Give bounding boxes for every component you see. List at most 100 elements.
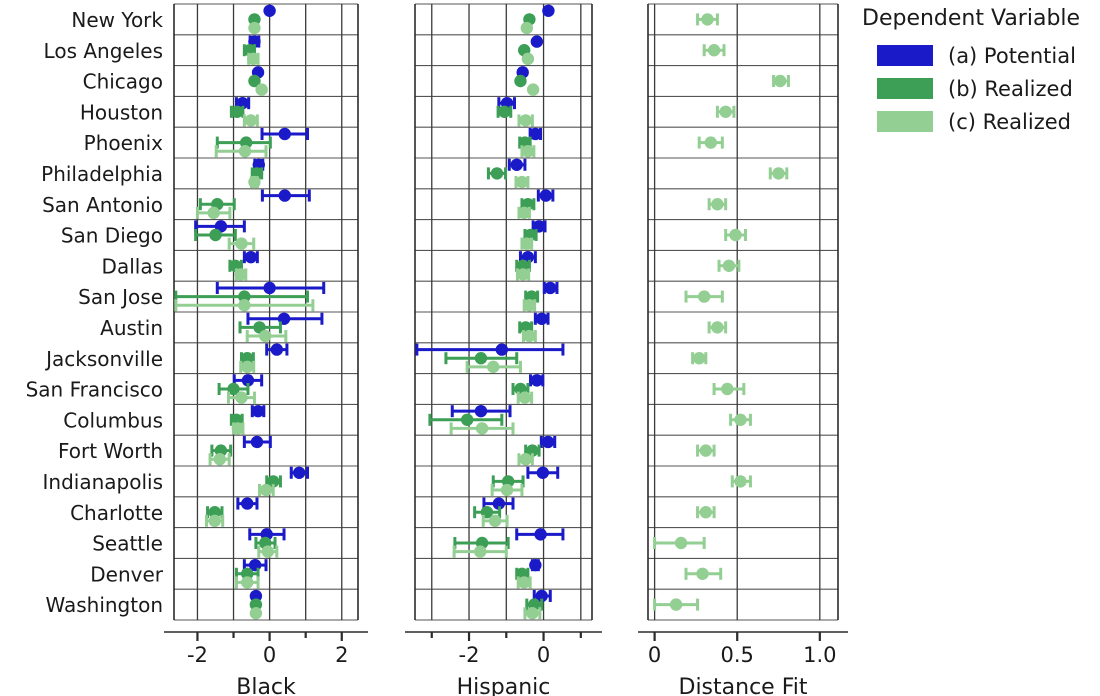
legend-item-potential[interactable]: (a) Potential bbox=[877, 44, 1076, 68]
datapoint bbox=[507, 158, 527, 171]
datapoint bbox=[691, 352, 708, 365]
datapoint bbox=[428, 413, 504, 426]
category-label-san-diego: San Diego bbox=[61, 224, 163, 248]
datapoint bbox=[696, 444, 716, 457]
category-label-denver: Denver bbox=[90, 562, 164, 586]
x-tick-label: -2 bbox=[459, 643, 480, 667]
datapoint bbox=[226, 391, 256, 404]
datapoint bbox=[465, 360, 522, 374]
datapoint bbox=[229, 105, 245, 119]
x-tick-label: 2 bbox=[335, 643, 348, 667]
legend-item-realized_b[interactable]: (b) Realized bbox=[877, 77, 1073, 101]
datapoint bbox=[697, 136, 724, 149]
datapoint bbox=[528, 127, 543, 141]
datapoint bbox=[768, 167, 789, 180]
datapoint bbox=[248, 21, 261, 35]
datapoint bbox=[530, 35, 544, 48]
axis-title-black: Black bbox=[236, 675, 296, 696]
datapoint bbox=[227, 237, 256, 250]
category-label-austin: Austin bbox=[100, 316, 163, 340]
datapoint bbox=[653, 536, 706, 550]
datapoint bbox=[539, 435, 557, 449]
datapoint bbox=[249, 607, 263, 620]
datapoint bbox=[444, 352, 519, 365]
category-labels: New York Los Angeles Chicago Houston Phoenix… bbox=[26, 8, 164, 617]
legend: Dependent Variable (a) Potential (b) Reali… bbox=[862, 6, 1080, 134]
datapoint bbox=[245, 329, 288, 343]
datapoint bbox=[520, 21, 533, 35]
datapoint bbox=[242, 435, 272, 449]
datapoint bbox=[522, 299, 537, 312]
x-tick-label: 0 bbox=[263, 643, 276, 667]
datapoint bbox=[529, 374, 545, 387]
datapoint bbox=[204, 514, 225, 528]
datapoint bbox=[715, 105, 736, 119]
datapoint bbox=[248, 175, 261, 189]
datapoint bbox=[702, 44, 726, 57]
datapoint bbox=[450, 404, 512, 418]
x-tick-label: 0 bbox=[648, 643, 661, 667]
category-label-washington: Washington bbox=[45, 593, 163, 617]
datapoint bbox=[234, 576, 260, 589]
datapoint bbox=[255, 83, 268, 96]
datapoint bbox=[717, 259, 741, 272]
datapoint bbox=[707, 198, 728, 211]
datapoint bbox=[729, 413, 752, 426]
datapoint bbox=[250, 404, 266, 418]
datapoint bbox=[449, 422, 515, 435]
datapoint bbox=[772, 74, 790, 88]
datapoint bbox=[236, 497, 259, 510]
datapoint bbox=[515, 528, 565, 541]
category-label-phoenix: Phoenix bbox=[84, 131, 164, 155]
datapoint bbox=[496, 105, 513, 119]
category-label-indianapolis: Indianapolis bbox=[43, 470, 163, 494]
datapoint bbox=[523, 607, 542, 620]
datapoint bbox=[514, 175, 530, 189]
datapoint bbox=[260, 189, 311, 202]
legend-label-realized_c: (c) Realized bbox=[948, 110, 1071, 134]
axis-title-distance_fit: Distance Fit bbox=[679, 675, 808, 696]
datapoint bbox=[248, 13, 261, 26]
datapoint bbox=[246, 312, 324, 325]
panel-black: -2 0 2 Black bbox=[164, 3, 368, 696]
datapoint bbox=[215, 281, 326, 295]
datapoint bbox=[217, 382, 250, 396]
datapoint bbox=[257, 545, 279, 558]
datapoint bbox=[684, 567, 723, 580]
datapoint bbox=[249, 589, 263, 603]
datapoint bbox=[234, 268, 248, 281]
datapoint bbox=[517, 453, 534, 466]
datapoint bbox=[724, 228, 747, 242]
datapoint bbox=[529, 558, 542, 572]
datapoint bbox=[289, 466, 309, 479]
datapoint bbox=[195, 206, 232, 220]
datapoint bbox=[521, 329, 537, 343]
datapoint bbox=[517, 206, 531, 220]
category-label-los-angeles: Los Angeles bbox=[44, 39, 163, 63]
datapoint bbox=[208, 453, 231, 466]
datapoint bbox=[232, 374, 264, 387]
panel-distance_fit: 0 0.5 1.0 Distance Fit bbox=[638, 3, 848, 696]
x-tick-label: 0.5 bbox=[721, 643, 754, 667]
datapoint bbox=[707, 321, 728, 334]
datapoint bbox=[696, 506, 716, 519]
legend-title: Dependent Variable bbox=[862, 6, 1080, 31]
datapoint bbox=[516, 391, 534, 404]
datapoint bbox=[248, 74, 261, 88]
datapoint bbox=[542, 4, 555, 17]
datapoint bbox=[526, 83, 540, 96]
x-tick-label: 1.0 bbox=[803, 643, 836, 667]
legend-swatch-potential bbox=[877, 45, 933, 66]
datapoint bbox=[260, 127, 309, 141]
category-label-new-york: New York bbox=[71, 8, 163, 32]
datapoint bbox=[517, 114, 534, 127]
datapoint bbox=[194, 220, 246, 233]
datapoint bbox=[533, 312, 550, 325]
datapoint bbox=[518, 250, 537, 264]
category-label-philadelphia: Philadelphia bbox=[41, 162, 163, 186]
datapoint bbox=[263, 4, 276, 17]
legend-item-realized_c[interactable]: (c) Realized bbox=[877, 110, 1071, 134]
datapoint bbox=[194, 228, 237, 242]
